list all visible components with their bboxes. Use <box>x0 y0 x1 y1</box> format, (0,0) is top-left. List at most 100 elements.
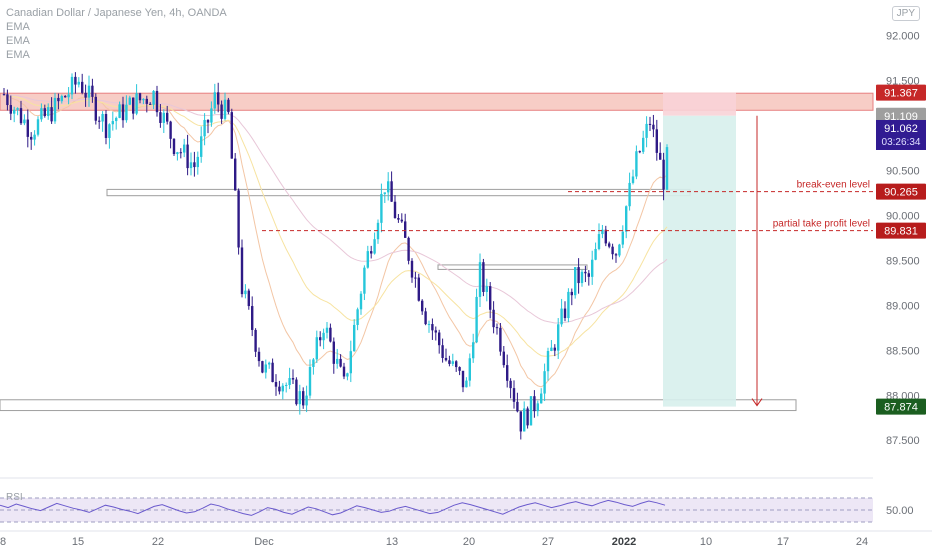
candle-body <box>434 330 437 333</box>
candle <box>47 103 50 120</box>
candle <box>638 150 641 154</box>
candle-body <box>645 123 648 138</box>
candle <box>339 354 342 368</box>
candle-body <box>108 124 111 138</box>
candle-body <box>64 96 67 98</box>
candle <box>421 299 424 315</box>
candle <box>240 239 244 298</box>
candle <box>67 87 70 105</box>
ema-indicator-2[interactable]: EMA <box>6 35 30 47</box>
candle <box>665 144 669 191</box>
candle <box>196 151 199 175</box>
candle <box>472 333 475 363</box>
candle <box>169 120 172 149</box>
candle-body <box>614 254 618 256</box>
zone-support <box>0 399 797 412</box>
candle <box>70 73 74 100</box>
candle-body <box>665 147 669 190</box>
candle-body <box>234 158 237 191</box>
candle-body <box>193 162 196 168</box>
candle-body <box>393 201 397 219</box>
candle-body <box>526 408 529 426</box>
candle <box>563 301 567 322</box>
chart-legend: Canadian Dollar / Japanese Yen, 4h, OAND… <box>6 6 227 62</box>
candle-body <box>523 408 526 432</box>
candle <box>155 85 159 117</box>
candle <box>642 130 645 154</box>
candle <box>91 78 94 103</box>
candle-body <box>591 259 594 277</box>
candle <box>285 382 288 393</box>
candle-body <box>475 296 478 343</box>
candle <box>363 265 366 301</box>
candle <box>475 288 478 344</box>
candle-body <box>145 98 148 104</box>
candle <box>19 100 23 125</box>
candle <box>407 236 410 265</box>
candle-body <box>230 112 233 159</box>
ema-indicator-1[interactable]: EMA <box>6 21 30 33</box>
last-price-text: 91.062 <box>884 123 918 135</box>
candle <box>509 378 512 399</box>
candle <box>492 301 495 334</box>
candle-body <box>512 388 516 402</box>
candle <box>50 97 53 124</box>
candle <box>444 348 448 362</box>
candle-body <box>390 181 393 202</box>
candle-body <box>492 309 495 328</box>
candle <box>438 329 441 354</box>
candle <box>2 88 6 96</box>
candle-body <box>410 260 414 278</box>
candle <box>121 96 125 128</box>
currency-badge[interactable]: JPY <box>891 6 920 21</box>
candle <box>81 73 84 95</box>
candle <box>502 346 505 368</box>
candle <box>662 152 665 201</box>
candle-body <box>60 96 63 102</box>
candle <box>108 123 111 149</box>
candle-body <box>244 290 247 295</box>
candle <box>628 172 631 211</box>
candle <box>288 367 291 390</box>
candle-body <box>67 94 70 98</box>
x-tick-label: 8 <box>0 536 6 548</box>
candle-body <box>342 366 346 377</box>
candle <box>193 151 196 177</box>
candle-body <box>138 93 142 101</box>
candle-body <box>159 112 162 123</box>
candle-body <box>6 94 9 106</box>
candle <box>526 406 529 429</box>
symbol-title[interactable]: Canadian Dollar / Japanese Yen, 4h, OAND… <box>6 7 227 19</box>
candle <box>302 387 305 409</box>
candle-body <box>87 85 91 98</box>
candle <box>336 348 339 369</box>
candle <box>145 95 148 113</box>
candle <box>234 153 237 191</box>
candle-body <box>98 120 101 122</box>
candle <box>359 291 363 315</box>
candle <box>60 94 63 104</box>
candle-body <box>271 362 274 383</box>
ema-indicator-3[interactable]: EMA <box>6 49 30 61</box>
candle <box>186 134 189 176</box>
candle-body <box>142 98 145 101</box>
candle-body <box>43 108 46 117</box>
candle-body <box>604 229 607 244</box>
candle-body <box>642 137 645 152</box>
candle-body <box>356 309 359 325</box>
candle <box>261 360 264 374</box>
x-tick-label: 2022 <box>612 536 636 548</box>
candle <box>458 366 461 376</box>
candle-body <box>655 129 658 153</box>
candle-body <box>346 373 349 377</box>
y-tick-label: 90.000 <box>886 210 920 222</box>
candle <box>244 284 247 299</box>
candle <box>115 116 118 130</box>
candle <box>149 102 152 105</box>
candle-body <box>461 370 465 388</box>
candle-body <box>359 293 363 310</box>
candle <box>36 116 40 137</box>
candle <box>434 326 437 341</box>
candle-body <box>631 176 635 183</box>
